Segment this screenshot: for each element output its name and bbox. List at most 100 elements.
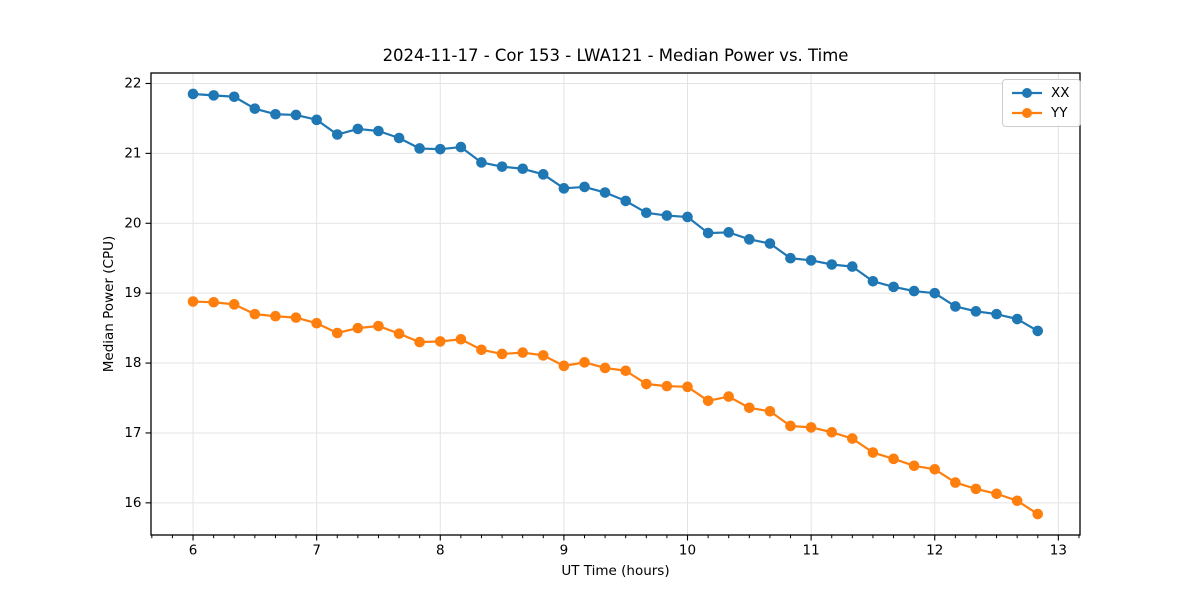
legend-label: YY	[1051, 105, 1068, 121]
legend-label: XX	[1051, 85, 1070, 101]
data-point-yy	[661, 380, 673, 392]
data-point-xx	[373, 125, 384, 137]
data-point-yy	[1011, 495, 1023, 507]
data-point-yy	[641, 378, 652, 390]
data-point-xx	[950, 301, 961, 312]
data-point-xx	[991, 308, 1002, 320]
data-point-xx	[393, 132, 405, 144]
data-point-xx	[682, 211, 693, 223]
data-point-yy	[496, 348, 508, 360]
x-tick-label: 13	[1050, 543, 1067, 559]
data-point-yy	[723, 391, 734, 402]
data-point-yy	[950, 477, 961, 488]
page-title: 2024-11-17 - Cor 153 - LWA121 - Median P…	[382, 46, 849, 65]
data-point-yy	[785, 420, 796, 432]
x-tick-label: 11	[803, 543, 820, 559]
data-point-xx	[290, 109, 302, 121]
data-point-xx	[208, 90, 219, 101]
data-point-xx	[496, 161, 508, 172]
data-point-yy	[517, 347, 529, 358]
x-tick-label: 7	[312, 543, 321, 559]
data-point-xx	[352, 123, 364, 135]
data-point-xx	[805, 255, 817, 266]
legend: XX YY	[1002, 79, 1081, 127]
data-point-yy	[208, 296, 219, 308]
data-point-yy	[311, 317, 322, 329]
x-tick-label: 8	[436, 543, 445, 559]
data-point-xx	[311, 114, 322, 126]
data-point-xx	[702, 227, 714, 239]
data-point-xx	[599, 187, 611, 198]
data-point-xx	[228, 91, 240, 103]
data-point-yy	[434, 336, 446, 347]
data-point-yy	[352, 322, 364, 334]
data-point-xx	[558, 183, 570, 194]
y-tick-label: 17	[124, 425, 141, 441]
data-point-xx	[744, 234, 755, 245]
data-point-xx	[537, 169, 549, 180]
data-point-yy	[228, 299, 240, 310]
y-tick-label: 18	[124, 355, 141, 371]
x-tick-label: 6	[189, 543, 198, 559]
legend-line-marker-icon	[1012, 88, 1042, 98]
plot-border	[150, 72, 1081, 536]
data-point-xx	[414, 143, 425, 154]
data-point-xx	[764, 238, 776, 249]
data-point-yy	[846, 433, 858, 444]
data-point-yy	[744, 402, 755, 414]
data-point-yy	[991, 488, 1002, 500]
data-point-yy	[270, 310, 281, 322]
data-point-xx	[517, 163, 529, 175]
data-point-xx	[970, 306, 982, 317]
data-point-yy	[249, 308, 261, 320]
data-point-xx	[434, 143, 446, 155]
data-point-yy	[702, 395, 714, 407]
data-point-yy	[599, 362, 611, 374]
data-point-xx	[476, 157, 487, 168]
data-point-yy	[290, 312, 302, 323]
data-point-yy	[414, 336, 425, 348]
data-point-xx	[929, 287, 941, 299]
data-point-xx	[455, 141, 467, 153]
data-point-xx	[888, 281, 899, 293]
data-point-xx	[270, 108, 281, 120]
x-axis-label: UT Time (hours)	[561, 563, 670, 579]
data-point-yy	[373, 320, 384, 332]
legend-item-yy: YY	[1011, 103, 1070, 123]
data-point-xx	[1032, 325, 1044, 337]
data-point-yy	[537, 350, 549, 361]
data-point-xx	[661, 210, 673, 221]
data-point-yy	[579, 357, 590, 368]
data-point-yy	[888, 453, 899, 465]
data-point-yy	[929, 463, 941, 475]
data-point-xx	[641, 207, 652, 219]
data-point-yy	[558, 360, 570, 372]
data-point-xx	[723, 227, 734, 238]
data-point-yy	[682, 381, 693, 393]
data-point-xx	[1011, 313, 1023, 325]
data-point-xx	[826, 259, 838, 270]
data-point-yy	[867, 447, 879, 458]
data-point-yy	[970, 483, 982, 495]
data-point-xx	[867, 275, 879, 287]
y-tick-label: 20	[124, 215, 141, 231]
series-line-yy	[192, 300, 1039, 515]
y-tick-label: 21	[124, 145, 141, 161]
x-tick-label: 12	[926, 543, 943, 559]
y-tick-label: 22	[124, 75, 141, 91]
data-point-xx	[620, 195, 631, 207]
x-tick-label: 9	[560, 543, 569, 559]
data-point-yy	[455, 333, 467, 345]
data-point-yy	[826, 426, 838, 438]
data-point-xx	[249, 103, 261, 114]
data-point-xx	[785, 252, 796, 264]
data-point-yy	[805, 422, 817, 433]
data-point-xx	[846, 261, 858, 272]
data-point-yy	[908, 460, 920, 472]
data-point-xx	[579, 181, 590, 193]
data-point-xx	[331, 129, 343, 140]
y-tick-label: 16	[124, 495, 141, 511]
data-point-xx	[187, 88, 199, 100]
